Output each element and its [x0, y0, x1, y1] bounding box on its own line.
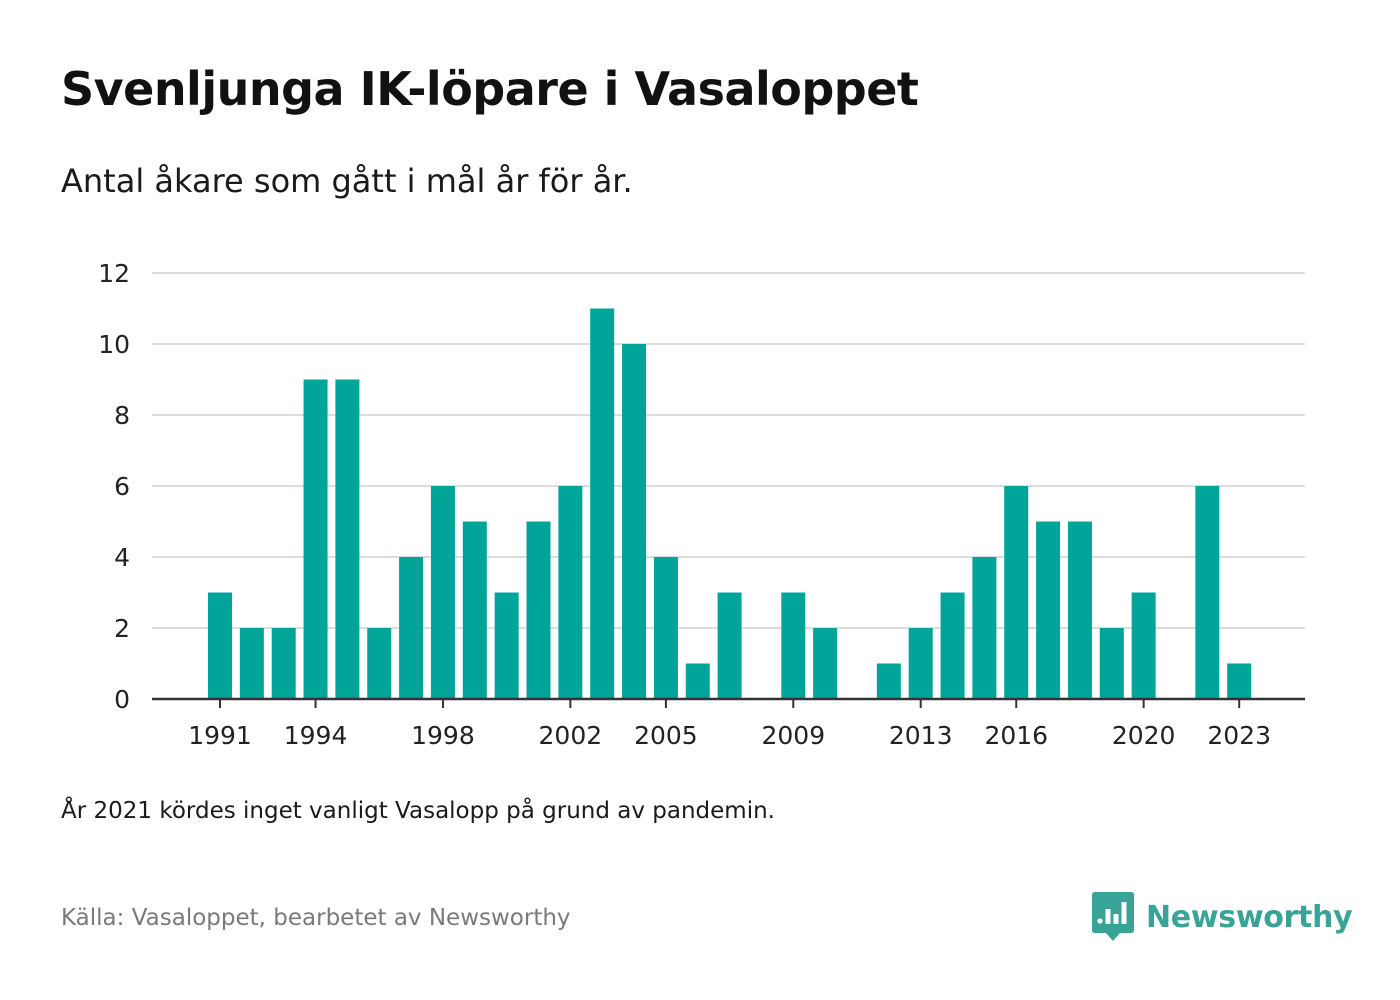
bar-2012 — [876, 663, 901, 699]
footnote: År 2021 kördes inget vanligt Vasalopp på… — [61, 798, 775, 824]
bar-2019 — [1099, 628, 1124, 699]
bar-1995 — [335, 379, 360, 699]
bar-1991 — [208, 592, 232, 699]
x-tick-label: 2023 — [1207, 721, 1271, 750]
chart-title: Svenljunga IK-löpare i Vasaloppet — [61, 62, 919, 116]
newsworthy-logo: Newsworthy — [1092, 892, 1353, 942]
bar-1998 — [430, 486, 455, 699]
bar-1994 — [303, 379, 328, 699]
bar-2017 — [1036, 521, 1061, 699]
newsworthy-logo-icon — [1092, 892, 1134, 941]
bar-2023 — [1227, 663, 1252, 699]
bar-2014 — [940, 592, 965, 699]
x-tick-label: 2020 — [1112, 721, 1176, 750]
bars — [208, 308, 1252, 699]
bar-2016 — [1004, 486, 1029, 699]
bar-1996 — [367, 628, 392, 699]
bar-1999 — [462, 521, 487, 699]
bar-2015 — [972, 557, 997, 699]
x-tick-label: 2005 — [634, 721, 698, 750]
y-tick-label: 10 — [98, 330, 130, 359]
y-axis-ticks: 0 2 4 6 8 10 12 — [98, 259, 130, 714]
bar-2022 — [1195, 486, 1220, 699]
y-tick-label: 0 — [114, 685, 130, 714]
bar-2007 — [717, 592, 742, 699]
bar-2013 — [908, 628, 933, 699]
y-tick-label: 12 — [98, 259, 130, 288]
bar-2000 — [494, 592, 519, 699]
x-tick-label: 2013 — [889, 721, 953, 750]
x-tick-label: 2016 — [984, 721, 1048, 750]
y-tick-label: 2 — [114, 614, 130, 643]
y-tick-label: 8 — [114, 401, 130, 430]
bar-1993 — [271, 628, 296, 699]
x-axis-ticks: 1991 1994 1998 2002 2005 2009 2013 2016 2020 2023 — [188, 699, 1271, 750]
chart-subtitle: Antal åkare som gått i mål år för år. — [61, 162, 633, 200]
bar-2004 — [622, 344, 647, 699]
bar-1992 — [239, 628, 264, 699]
bar-2020 — [1131, 592, 1156, 699]
bar-2002 — [558, 486, 583, 699]
bar-1997 — [399, 557, 424, 699]
logo-text: Newsworthy — [1146, 899, 1353, 935]
bar-2005 — [653, 557, 678, 699]
x-tick-label: 1994 — [284, 721, 348, 750]
bar-2003 — [590, 308, 615, 699]
x-tick-label: 2002 — [539, 721, 603, 750]
x-tick-label: 1998 — [411, 721, 475, 750]
bar-2010 — [813, 628, 838, 699]
x-tick-label: 1991 — [188, 721, 252, 750]
y-tick-label: 6 — [114, 472, 130, 501]
bar-2009 — [781, 592, 806, 699]
bar-2001 — [526, 521, 551, 699]
bar-2006 — [685, 663, 710, 699]
source-credit: Källa: Vasaloppet, bearbetet av Newswort… — [61, 905, 571, 931]
x-tick-label: 2009 — [761, 721, 825, 750]
bar-2018 — [1067, 521, 1092, 699]
y-tick-label: 4 — [114, 543, 130, 572]
